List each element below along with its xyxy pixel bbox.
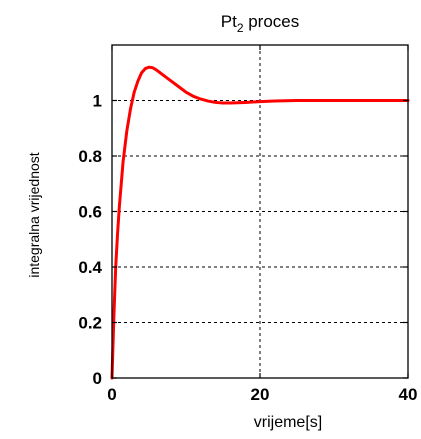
x-tick-label: 20: [251, 385, 270, 404]
chart-title: Pt2 proces: [221, 12, 300, 35]
y-tick-label: 0.4: [78, 258, 102, 277]
x-tick-label: 40: [399, 385, 418, 404]
plot-frame: [111, 44, 409, 379]
chart-title-rest: proces: [244, 12, 300, 31]
x-tick-label: 0: [107, 385, 116, 404]
chart-title-subscript: 2: [237, 21, 244, 35]
y-tick-label: 1: [93, 92, 102, 111]
y-tick-label: 0.6: [78, 203, 102, 222]
series-layer: [110, 65, 410, 380]
y-tick-label: 0.8: [78, 147, 102, 166]
series-line: [110, 65, 410, 380]
tick-labels: 0 0.2 0.4 0.6 0.8 1 0 20 40: [78, 92, 417, 405]
y-tick-label: 0: [93, 369, 102, 388]
y-axis-label: integralna vrijednost: [26, 152, 42, 277]
x-axis-label: vrijeme[s]: [254, 414, 322, 431]
chart-title-main: Pt: [221, 12, 237, 31]
y-tick-label: 0.2: [78, 314, 102, 333]
